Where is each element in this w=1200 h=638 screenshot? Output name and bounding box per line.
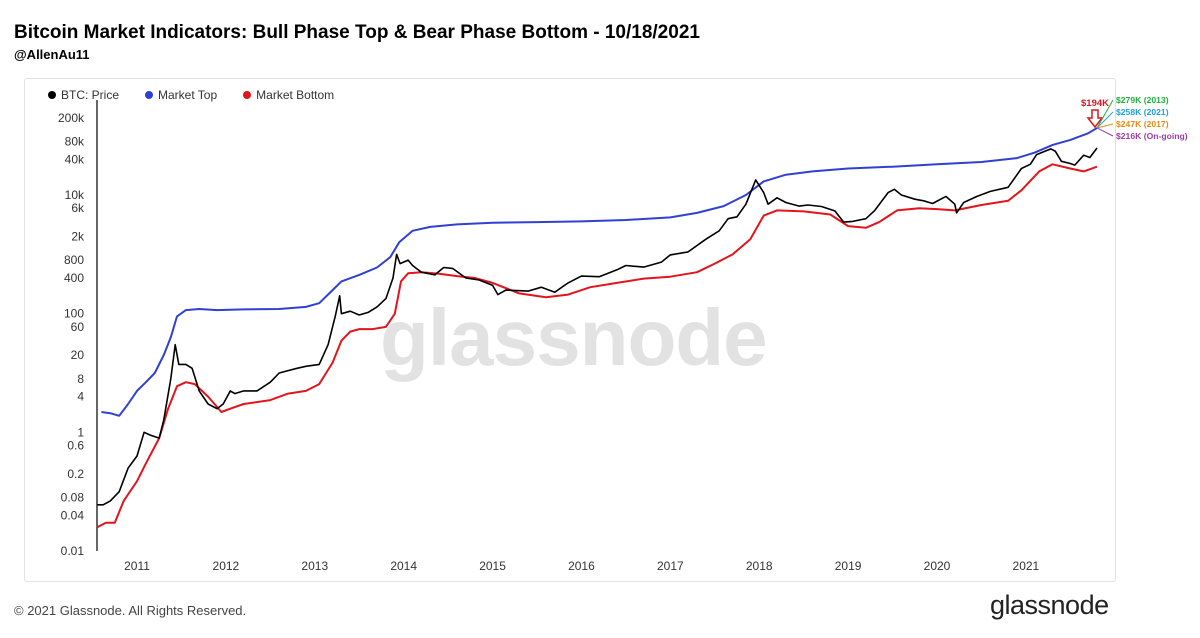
projection-label: $247K (2017) xyxy=(1116,119,1169,129)
x-tick-label: 2011 xyxy=(124,559,150,573)
x-tick-label: 2012 xyxy=(213,559,240,573)
legend-item-price[interactable]: BTC: Price xyxy=(48,88,119,102)
y-tick-label: 100 xyxy=(64,307,84,321)
legend-dot-market-top xyxy=(145,91,154,99)
y-tick-label: 10k xyxy=(65,188,85,202)
legend-label-market-bottom: Market Bottom xyxy=(256,88,335,102)
y-tick-label: 4 xyxy=(77,390,84,404)
brand-logo: glassnode xyxy=(990,590,1109,620)
y-tick-label: 40k xyxy=(65,152,85,166)
legend-label-market-top: Market Top xyxy=(158,88,218,102)
projection-label: $216K (On-going) xyxy=(1116,131,1188,141)
x-tick-label: 2014 xyxy=(390,559,417,573)
projection-line xyxy=(1096,127,1114,137)
x-axis-ticks: 2011 2012 2013 2014 2015 2016 2017 2018 2019 2020… xyxy=(124,559,1039,573)
projection-label: $279K (2013) xyxy=(1116,95,1169,105)
legend-dot-price xyxy=(48,91,56,99)
y-tick-label: 400 xyxy=(64,271,84,285)
y-tick-label: 0.6 xyxy=(67,439,84,453)
y-tick-label: 800 xyxy=(64,253,84,267)
legend-label-price: BTC: Price xyxy=(61,88,120,102)
chart-panel xyxy=(24,78,1116,582)
y-tick-label: 0.08 xyxy=(61,490,85,504)
y-tick-label: 80k xyxy=(65,134,85,148)
series-line-market-top xyxy=(101,127,1098,417)
x-tick-label: 2019 xyxy=(835,559,862,573)
projection-line xyxy=(1096,99,1114,129)
projection-line xyxy=(1096,123,1114,129)
series-line-market-bottom xyxy=(96,163,1098,529)
x-tick-label: 2013 xyxy=(301,559,328,573)
y-tick-label: 1 xyxy=(77,425,84,439)
x-tick-label: 2021 xyxy=(1013,559,1040,573)
annotation-layer: $194K $279K (2013) $258K (2021) $247K (2017… xyxy=(1081,95,1188,141)
x-tick-label: 2017 xyxy=(657,559,684,573)
y-tick-label: 0.01 xyxy=(61,544,85,558)
copyright-text: © 2021 Glassnode. All Rights Reserved. xyxy=(14,603,247,618)
series-layer xyxy=(96,127,1098,529)
projection-label: $258K (2021) xyxy=(1116,107,1169,117)
x-tick-label: 2018 xyxy=(746,559,773,573)
y-tick-label: 8 xyxy=(77,372,84,386)
y-tick-label: 0.2 xyxy=(67,467,84,481)
x-tick-label: 2020 xyxy=(924,559,951,573)
y-tick-label: 60 xyxy=(71,320,85,334)
y-tick-label: 0.04 xyxy=(61,508,85,522)
legend-item-market-top[interactable]: Market Top xyxy=(145,88,217,102)
legend-item-market-bottom[interactable]: Market Bottom xyxy=(243,88,334,102)
x-tick-label: 2015 xyxy=(479,559,506,573)
author-handle: @AllenAu11 xyxy=(14,47,90,62)
arrow-label: $194K xyxy=(1081,98,1109,109)
watermark-logo: glassnode xyxy=(380,293,768,382)
chart-legend: BTC: Price Market Top Market Bottom xyxy=(48,88,360,102)
y-tick-label: 200k xyxy=(58,111,85,125)
legend-dot-market-bottom xyxy=(243,91,252,99)
down-arrow-icon xyxy=(1086,109,1104,129)
y-tick-label: 20 xyxy=(71,348,85,362)
y-tick-label: 6k xyxy=(71,201,85,215)
chart-title: Bitcoin Market Indicators: Bull Phase To… xyxy=(14,22,700,43)
x-tick-label: 2016 xyxy=(568,559,595,573)
projection-line xyxy=(1096,111,1114,129)
series-line-price xyxy=(97,147,1098,506)
y-tick-label: 2k xyxy=(71,230,85,244)
